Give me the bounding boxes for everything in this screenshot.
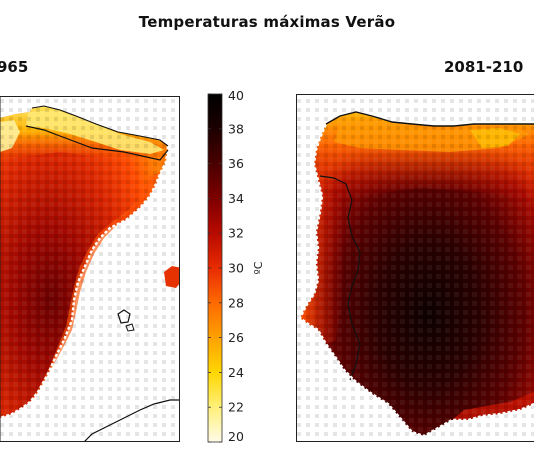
left-africa-coast xyxy=(83,399,180,442)
colorbar-tick-label: 24 xyxy=(228,365,244,380)
right-border-portugal xyxy=(319,175,361,381)
colorbar: 20 22 24 26 28 30 32 34 36 38 40 ºC xyxy=(207,88,265,444)
colorbar-tick-label: 32 xyxy=(228,226,244,241)
colorbar-tick-label: 26 xyxy=(228,330,244,345)
left-panel-label: 965 xyxy=(0,58,29,76)
colorbar-tick-label: 34 xyxy=(228,191,244,206)
left-island-ibiza xyxy=(117,309,131,324)
colorbar-tick-label: 30 xyxy=(228,261,244,276)
right-panel-label: 2081-210 xyxy=(444,58,524,76)
colorbar-tick-label: 28 xyxy=(228,295,244,310)
colorbar-unit: ºC xyxy=(252,261,265,274)
figure-title: Temperaturas máximas Verão xyxy=(138,13,396,31)
colorbar-tick-label: 36 xyxy=(228,156,244,171)
colorbar-ticks: 20 22 24 26 28 30 32 34 36 38 40 xyxy=(208,88,244,444)
colorbar-tick-label: 40 xyxy=(228,88,244,103)
colorbar-tick-label: 20 xyxy=(228,429,244,444)
left-map xyxy=(0,96,180,442)
left-island-mallorca xyxy=(164,266,180,288)
colorbar-tick-label: 22 xyxy=(228,400,244,415)
colorbar-tick-label: 38 xyxy=(228,121,244,136)
right-map xyxy=(296,94,534,442)
